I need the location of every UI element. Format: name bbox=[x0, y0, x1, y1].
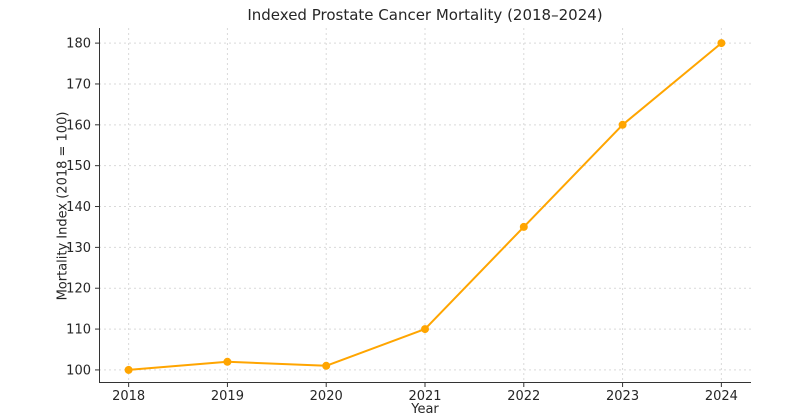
data-point-marker bbox=[223, 357, 232, 366]
data-point-marker bbox=[322, 361, 331, 370]
data-point-marker bbox=[124, 365, 133, 374]
x-tick-label: 2024 bbox=[705, 389, 738, 404]
x-tick-label: 2022 bbox=[507, 389, 540, 404]
y-tick-label: 120 bbox=[66, 282, 91, 297]
x-tick-label: 2021 bbox=[408, 389, 441, 404]
plot-area: 100 110 120 130 140 150 160 170 180 2018 2019 2020 2… bbox=[66, 28, 751, 404]
x-axis-label: Year bbox=[411, 402, 439, 417]
data-point-marker bbox=[519, 222, 528, 231]
y-tick-label: 150 bbox=[66, 159, 91, 174]
data-point-marker bbox=[421, 325, 429, 334]
y-tick-label: 160 bbox=[66, 118, 91, 133]
x-tick-label: 2020 bbox=[310, 389, 343, 404]
data-point-marker bbox=[618, 120, 627, 129]
x-tick-label: 2018 bbox=[112, 389, 145, 404]
chart-title: Indexed Prostate Cancer Mortality (2018–… bbox=[247, 6, 603, 24]
x-tick-label: 2023 bbox=[606, 389, 639, 404]
y-tick-label: 180 bbox=[66, 37, 91, 52]
y-tick-label: 170 bbox=[66, 77, 91, 92]
y-tick-label: 140 bbox=[66, 200, 91, 215]
y-tick-label: 130 bbox=[66, 241, 91, 256]
y-tick-label: 110 bbox=[66, 323, 91, 338]
data-point-marker bbox=[717, 39, 726, 48]
x-tick-label: 2019 bbox=[211, 389, 244, 404]
y-tick-label: 100 bbox=[66, 363, 91, 378]
